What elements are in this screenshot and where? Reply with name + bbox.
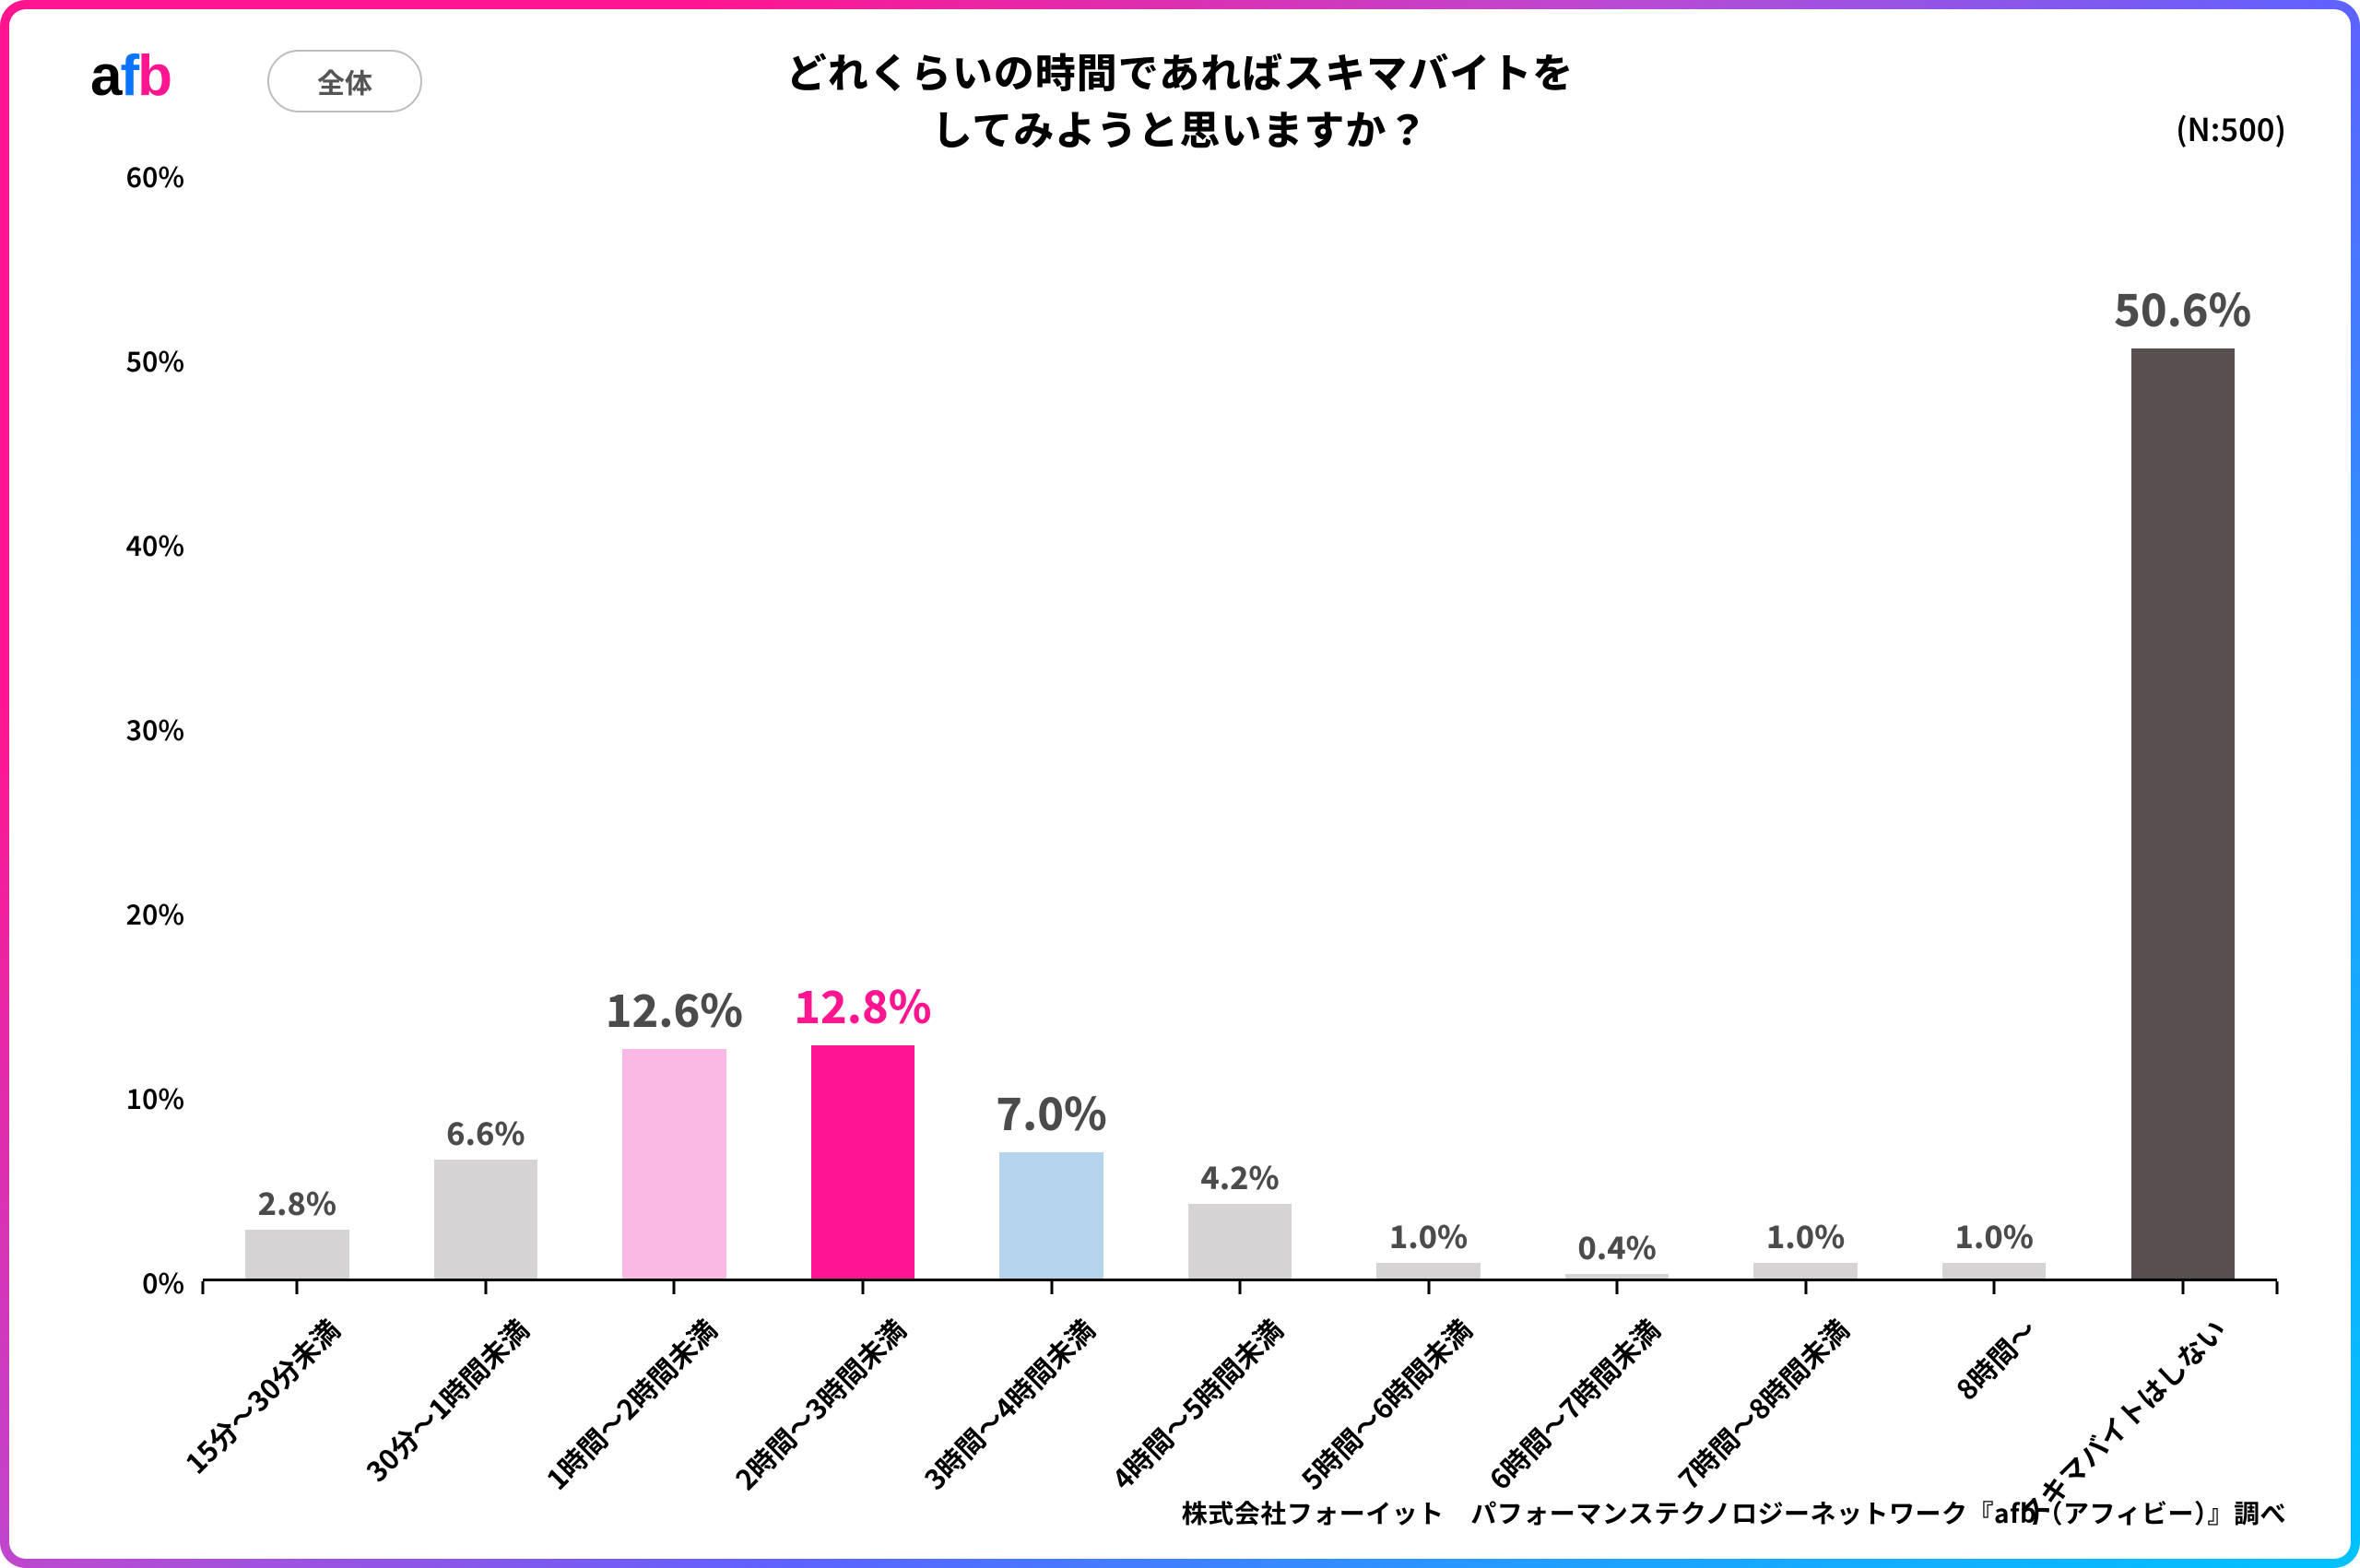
x-tick	[2276, 1281, 2279, 1294]
filter-chip-label: 全体	[317, 61, 372, 101]
x-tick-label: 3時間～4時間未満	[914, 1309, 1103, 1498]
x-tick-label: 4時間～5時間未満	[1102, 1309, 1291, 1498]
bar-value-label: 0.4%	[1577, 1223, 1656, 1268]
y-tick-label: 20%	[101, 892, 184, 933]
y-tick-label: 0%	[101, 1261, 184, 1302]
y-tick-label: 10%	[101, 1077, 184, 1117]
x-tick	[1804, 1281, 1807, 1294]
bars-layer: 2.8% 6.6% 12.6% 12.8% 7.0% 4.2% 1.0% 0.4% 1.0% 1.…	[203, 175, 2277, 1281]
x-tick	[1616, 1281, 1619, 1294]
x-tick-label: 8時間～	[1946, 1309, 2045, 1408]
x-tick	[2181, 1281, 2184, 1294]
bar-value-label: 4.2%	[1200, 1153, 1279, 1198]
bar-value-label: 2.8%	[258, 1179, 336, 1224]
afb-logo: afb	[90, 48, 171, 105]
bar-value-label: 1.0%	[1389, 1212, 1468, 1257]
sample-size-note: (N:500)	[2176, 105, 2286, 150]
logo-letter-b: b	[137, 44, 171, 108]
bar	[245, 1230, 349, 1281]
y-axis-labels: 0%10%20%30%40%50%60%	[101, 175, 203, 1281]
panel: afb 全体 どれくらいの時間であればスキマバイトを してみようと思いますか？ …	[9, 9, 2351, 1559]
bar	[1188, 1204, 1292, 1281]
gradient-border: afb 全体 どれくらいの時間であればスキマバイトを してみようと思いますか？ …	[0, 0, 2360, 1568]
bar-value-label: 6.6%	[446, 1109, 525, 1154]
bar-value-label: 50.6%	[2114, 275, 2251, 339]
plot-area: 2.8% 6.6% 12.6% 12.8% 7.0% 4.2% 1.0% 0.4% 1.0% 1.…	[203, 175, 2277, 1281]
bar-value-label: 1.0%	[1955, 1212, 2034, 1257]
x-tick-label: 6時間～7時間未満	[1480, 1309, 1669, 1498]
bar	[811, 1045, 915, 1281]
x-tick-label: 15分～30分未満	[175, 1309, 348, 1481]
logo-letter-a: a	[90, 44, 120, 108]
x-tick-label: 5時間～6時間未満	[1291, 1309, 1480, 1498]
x-tick	[202, 1281, 205, 1294]
x-tick	[1050, 1281, 1053, 1294]
bar-value-label: 12.8%	[794, 972, 931, 1036]
y-tick-label: 50%	[101, 339, 184, 380]
bar-value-label: 12.6%	[606, 975, 743, 1040]
bar-value-label: 7.0%	[996, 1079, 1106, 1143]
bar	[622, 1049, 726, 1281]
x-tick	[484, 1281, 487, 1294]
x-tick-label: 1時間～2時間未満	[537, 1309, 726, 1498]
y-tick-label: 30%	[101, 708, 184, 749]
x-tick-label: 7時間～8時間未満	[1668, 1309, 1857, 1498]
x-tick	[1427, 1281, 1430, 1294]
bar	[999, 1152, 1103, 1281]
bar	[2131, 348, 2236, 1281]
x-tick-label: 2時間～3時間未満	[725, 1309, 914, 1498]
filter-chip: 全体	[267, 50, 422, 112]
x-tick	[296, 1281, 299, 1294]
y-tick-label: 40%	[101, 524, 184, 564]
bar	[434, 1160, 538, 1281]
x-tick-label: 30分～1時間未満	[356, 1309, 537, 1490]
bar-chart: 0%10%20%30%40%50%60% 2.8%6.6%12.6%12.8%7…	[101, 175, 2277, 1281]
x-tick	[861, 1281, 864, 1294]
x-tick	[673, 1281, 676, 1294]
x-tick	[1239, 1281, 1242, 1294]
bar-value-label: 1.0%	[1766, 1212, 1845, 1257]
x-tick	[1993, 1281, 1996, 1294]
y-tick-label: 60%	[101, 155, 184, 195]
logo-letter-f: f	[120, 44, 137, 108]
source-credit: 株式会社フォーイット パフォーマンステクノロジーネットワーク『afb（アフィビー…	[1182, 1494, 2286, 1531]
